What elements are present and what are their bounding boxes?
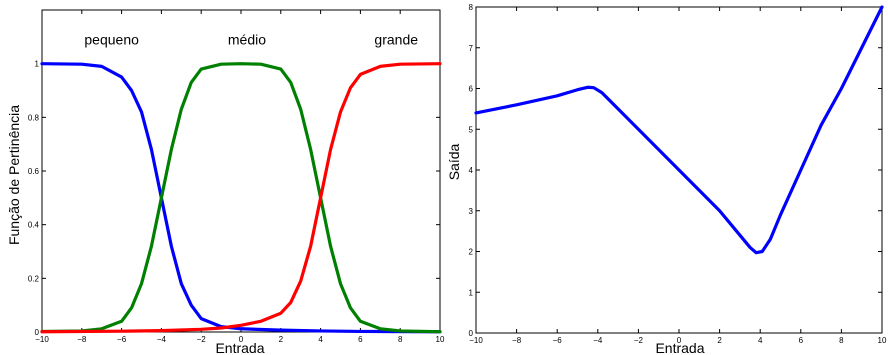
membership-series-line-2 [40,62,442,334]
output-x-tick-label: 4 [758,336,763,345]
membership-ticks: −10 −8 −6 −4 −2 0 2 4 6 8 10 0 0.2 0.4 0.6 0.8 1 [28,10,445,344]
membership-plot-frame [41,9,441,333]
membership-series-line-1 [40,62,442,334]
membership-annotations: pequeno médio grande [84,32,418,48]
output-y-tick-label: 6 [469,85,474,94]
output-x-tick-label: −6 [553,336,563,345]
membership-x-tick-label: −10 [35,335,49,344]
membership-x-tick-label: −6 [117,335,127,344]
membership-x-tick-label: 0 [239,335,244,344]
membership-series [40,62,442,334]
membership-x-axis-label: Entrada [215,340,264,355]
annotation-grande: grande [374,32,418,48]
membership-y-tick-label: 0 [35,328,40,337]
membership-y-tick-label: 0.2 [28,274,40,283]
membership-x-tick-label: 2 [279,335,284,344]
output-y-tick-label: 1 [469,288,474,297]
output-ticks: −10 −8 −6 −4 −2 0 2 4 6 8 10 0 1 2 3 4 5 6 7 8 [469,3,887,345]
output-x-axis-label: Entrada [655,340,704,355]
output-series [474,5,884,255]
output-x-tick-label: 6 [799,336,804,345]
output-chart: −10 −8 −6 −4 −2 0 2 4 6 8 10 0 1 2 3 4 5 6 7 8 Entrada Saíd… [446,3,887,355]
output-series-line-0 [474,5,884,255]
membership-y-tick-label: 0.6 [28,167,40,176]
membership-y-tick-label: 0.8 [28,113,40,122]
membership-chart: −10 −8 −6 −4 −2 0 2 4 6 8 10 0 0.2 0.4 0.6 0.8 1 pequeno… [6,9,445,355]
output-y-tick-label: 8 [469,3,474,12]
output-y-tick-label: 3 [469,207,474,216]
membership-x-tick-label: −2 [197,335,207,344]
output-y-tick-label: 2 [469,248,474,257]
output-x-tick-label: −4 [593,336,603,345]
output-y-tick-label: 7 [469,44,474,53]
membership-x-tick-label: 6 [358,335,363,344]
membership-y-axis-label: Função de Pertinência [6,105,22,245]
output-x-tick-label: −8 [512,336,522,345]
membership-x-tick-label: 4 [318,335,323,344]
membership-y-tick-label: 0.4 [28,221,40,230]
output-x-tick-label: 8 [839,336,844,345]
output-x-tick-label: 0 [677,336,682,345]
output-x-tick-label: 10 [878,336,887,345]
output-y-tick-label: 5 [469,125,474,134]
membership-x-tick-label: 10 [436,335,445,344]
membership-series-line-0 [40,62,442,334]
membership-x-tick-label: 8 [398,335,403,344]
membership-x-tick-label: −4 [157,335,167,344]
annotation-pequeno: pequeno [84,32,139,48]
membership-y-tick-label: 1 [35,60,40,69]
output-y-axis-label: Saída [446,143,462,180]
output-y-tick-label: 4 [469,166,474,175]
membership-x-tick-label: −8 [77,335,87,344]
output-x-tick-label: −10 [469,336,483,345]
output-x-tick-label: −2 [634,336,644,345]
output-y-tick-label: 0 [469,329,474,338]
annotation-medio: médio [228,32,266,48]
output-x-tick-label: 2 [717,336,722,345]
